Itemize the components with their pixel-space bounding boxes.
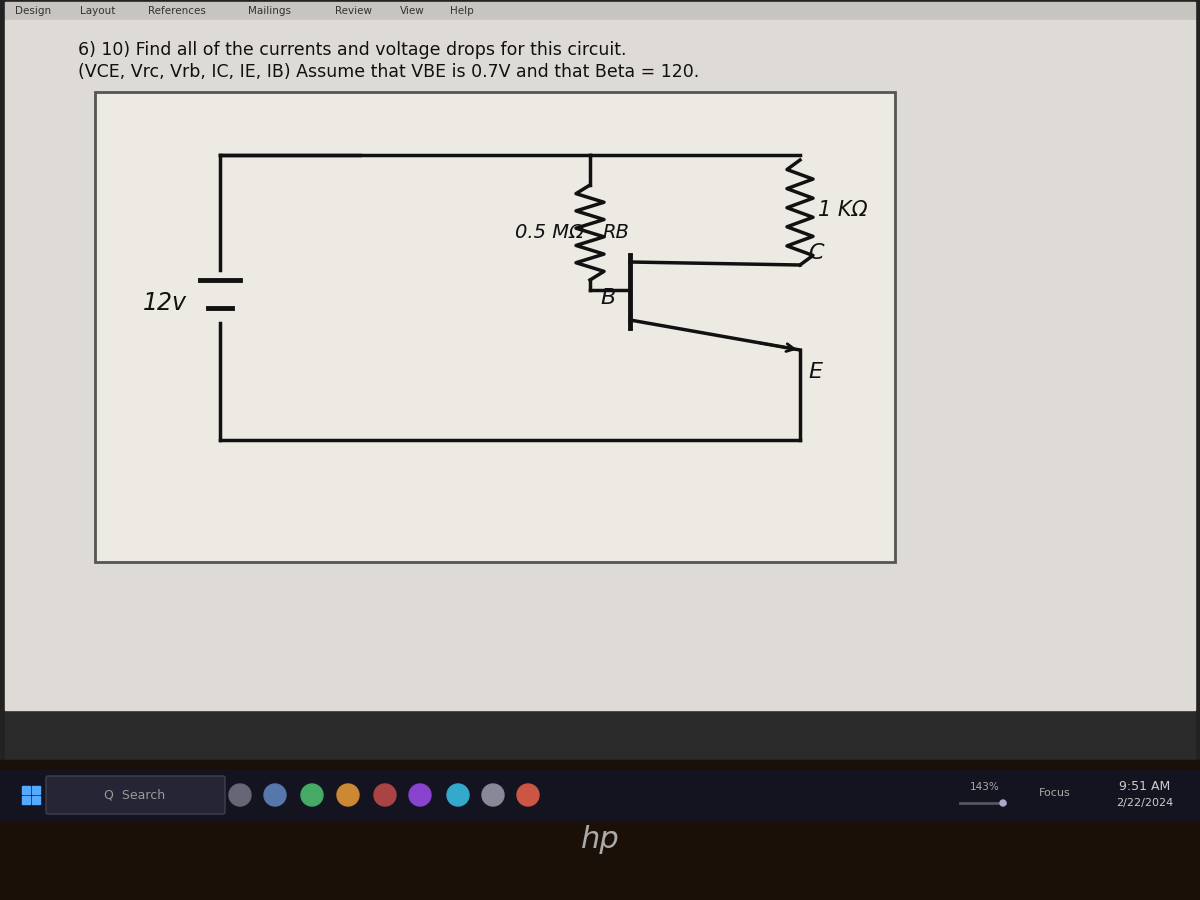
Text: RB: RB xyxy=(602,223,629,242)
Bar xyxy=(5,20,1195,710)
Text: 9:51 AM: 9:51 AM xyxy=(1120,780,1171,794)
FancyBboxPatch shape xyxy=(46,776,226,814)
Bar xyxy=(5,2,1195,20)
Circle shape xyxy=(264,784,286,806)
Circle shape xyxy=(374,784,396,806)
Text: 6) 10) Find all of the currents and voltage drops for this circuit.: 6) 10) Find all of the currents and volt… xyxy=(78,41,626,59)
Text: Layout: Layout xyxy=(80,6,115,16)
Text: Mailings: Mailings xyxy=(248,6,292,16)
Text: 12v: 12v xyxy=(143,291,187,314)
Text: C: C xyxy=(808,243,823,263)
Text: Design: Design xyxy=(14,6,52,16)
Text: 2/22/2024: 2/22/2024 xyxy=(1116,798,1174,808)
Circle shape xyxy=(517,784,539,806)
Text: E: E xyxy=(808,362,822,382)
Circle shape xyxy=(337,784,359,806)
Text: Review: Review xyxy=(335,6,372,16)
Text: (VCE, Vrc, Vrb, IC, IE, IB) Assume that VBE is 0.7V and that Beta = 120.: (VCE, Vrc, Vrb, IC, IE, IB) Assume that … xyxy=(78,63,700,81)
Bar xyxy=(22,786,30,794)
Bar xyxy=(95,92,895,562)
Text: References: References xyxy=(148,6,206,16)
Text: View: View xyxy=(400,6,425,16)
Circle shape xyxy=(229,784,251,806)
Text: Q  Search: Q Search xyxy=(104,788,166,802)
Text: hp: hp xyxy=(581,825,619,854)
Circle shape xyxy=(482,784,504,806)
Text: Help: Help xyxy=(450,6,474,16)
Circle shape xyxy=(409,784,431,806)
Bar xyxy=(0,760,1200,900)
Bar xyxy=(0,0,1200,780)
Bar xyxy=(32,796,40,804)
Circle shape xyxy=(1000,800,1006,806)
Circle shape xyxy=(446,784,469,806)
Text: Focus: Focus xyxy=(1039,788,1070,798)
Circle shape xyxy=(301,784,323,806)
Text: 0.5 MΩ: 0.5 MΩ xyxy=(515,223,584,242)
Text: 1 KΩ: 1 KΩ xyxy=(818,200,868,220)
Bar xyxy=(0,770,1200,820)
Text: 143%: 143% xyxy=(971,782,1000,792)
Bar xyxy=(22,796,30,804)
Bar xyxy=(32,786,40,794)
Text: B: B xyxy=(600,288,616,308)
Bar xyxy=(5,2,1195,762)
